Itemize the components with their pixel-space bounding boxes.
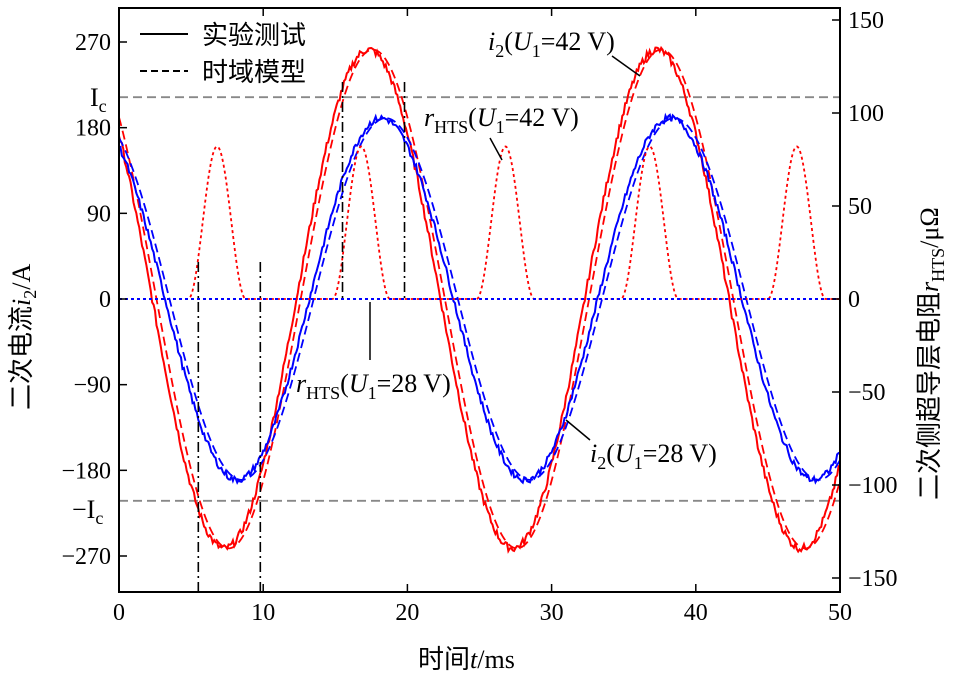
svg-text:i2(U1=28 V): i2(U1=28 V) [590,439,717,473]
annotation-rhts-28: rHTS(U1=28 V) [296,302,451,403]
plot-border [118,7,841,593]
y-right-tick-label: 50 [848,194,872,220]
y-left-tick-label: 90 [87,201,111,227]
y-axis-right-title: 二次侧超导层电阻rHTS/μΩ [915,207,948,500]
y-axis-left-title: 二次电流i2/A [7,264,40,410]
x-tick-label: 10 [251,600,275,626]
y-right-tick-label: −100 [848,473,898,499]
y-left-tick-label: −90 [73,373,111,399]
ticks: 0 10 20 30 40 50 270 180 90 0 −90 −180 −270 150 100 50 0… [61,8,898,626]
y-right-tick-label: 150 [848,8,884,34]
x-tick-label: 40 [684,600,708,626]
y-left-tick-label: 270 [75,30,111,56]
legend: 实验测试 时域模型 [140,21,306,87]
annotation-rhts-42: rHTS(U1=42 V) [424,103,579,161]
series-i2-28-experiment [118,112,841,485]
y-right-tick-label: 100 [848,101,884,127]
annotation-leader [489,137,503,161]
annotation-leader [565,419,591,441]
y-left-tick-label: 0 [99,287,111,313]
x-tick-label: 0 [113,600,125,626]
ic-label: Ic [90,83,107,116]
y-right-tick-label: −50 [848,380,886,406]
y-right-tick-label: 0 [848,287,860,313]
plot-frame [118,7,841,593]
series-i2-42-experiment [118,45,841,554]
annotation-leader [611,55,641,77]
series-rhts-42 [119,145,840,300]
y-left-tick-label: −180 [61,458,111,484]
svg-text:i2(U1=42 V): i2(U1=42 V) [488,27,615,61]
x-axis-title: 时间t/ms [418,645,515,674]
annotation-i2-28: i2(U1=28 V) [565,419,717,473]
annotation-i2-42: i2(U1=42 V) [488,27,641,77]
legend-item-model: 时域模型 [202,58,306,87]
y-right-tick-label: −150 [848,566,898,592]
x-tick-label: 50 [828,600,852,626]
neg-ic-label: −Ic [72,495,103,528]
series-i2-42-model [118,48,841,550]
svg-text:rHTS(U1=42 V): rHTS(U1=42 V) [424,103,579,137]
x-tick-label: 30 [540,600,564,626]
y-left-tick-label: −270 [61,544,111,570]
legend-item-experiment: 实验测试 [202,21,306,50]
x-tick-label: 20 [395,600,419,626]
y-left-tick-label: 180 [75,116,111,142]
svg-text:rHTS(U1=28 V): rHTS(U1=28 V) [296,369,451,403]
plot-curves [118,45,841,592]
